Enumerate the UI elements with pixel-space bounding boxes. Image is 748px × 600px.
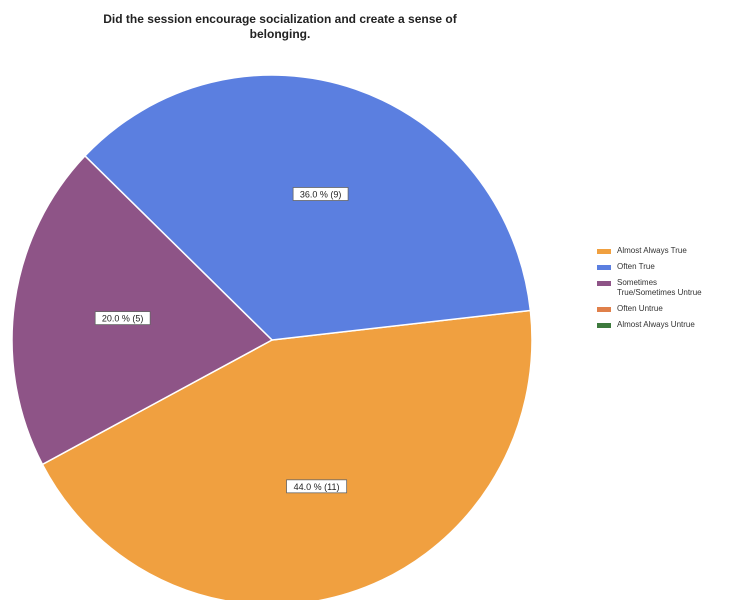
legend-item: Often True (597, 262, 747, 272)
legend: Almost Always True Often True Sometimes Tru… (597, 246, 747, 336)
data-label: 20.0 % (5) (94, 311, 151, 326)
chart-title-line: Did the session encourage socialization … (103, 12, 457, 26)
legend-label-line: Often True (617, 262, 655, 271)
data-label-text: 36.0 % (9) (300, 190, 342, 200)
data-label-box (286, 479, 348, 494)
data-label-text: 20.0 % (5) (102, 314, 144, 324)
legend-label-line: Often Untrue (617, 304, 663, 313)
legend-item: Almost Always True (597, 246, 747, 256)
pie-slice-often-true (83, 74, 532, 341)
legend-label: Almost Always True (617, 246, 687, 256)
legend-item: Sometimes True/Sometimes Untrue (597, 278, 747, 298)
legend-label: Almost Always Untrue (617, 320, 695, 330)
data-label: 44.0 % (11) (286, 479, 348, 494)
legend-swatch (597, 281, 611, 286)
legend-label-line: Sometimes (617, 278, 658, 287)
data-label-box (292, 187, 349, 201)
pie-slice-sometimes-true-sometimes-untrue (11, 154, 274, 466)
legend-item: Almost Always Untrue (597, 320, 747, 330)
data-label: 36.0 % (9) (292, 187, 349, 201)
data-label-text: 44.0 % (11) (294, 482, 340, 492)
legend-label: Sometimes True/Sometimes Untrue (617, 278, 702, 298)
data-label-box (94, 311, 151, 326)
legend-swatch (597, 265, 611, 270)
legend-label: Often Untrue (617, 304, 663, 314)
legend-swatch (597, 249, 611, 254)
legend-label-line: True/Sometimes Untrue (617, 288, 702, 297)
pie-slice-almost-always-true (41, 309, 533, 600)
legend-swatch (597, 307, 611, 312)
legend-label-line: Almost Always True (617, 246, 687, 255)
legend-swatch (597, 323, 611, 328)
legend-item: Often Untrue (597, 304, 747, 314)
chart-title-line: belonging. (249, 27, 311, 41)
legend-label: Often True (617, 262, 655, 272)
legend-label-line: Almost Always Untrue (617, 320, 695, 329)
chart-title: Did the session encourage socialization … (0, 12, 560, 42)
